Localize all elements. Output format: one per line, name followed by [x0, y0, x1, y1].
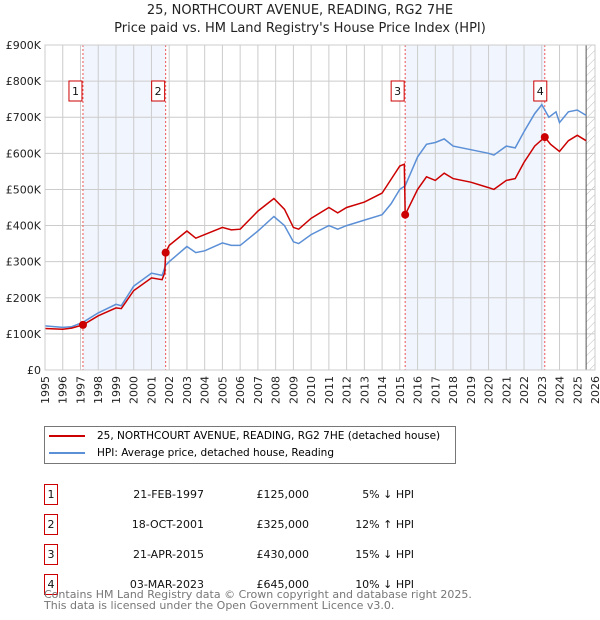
sale-point — [161, 248, 170, 257]
sale-number-badge: 2 — [44, 514, 58, 535]
x-tick-label: 2004 — [199, 376, 212, 404]
footer-line: This data is licensed under the Open Gov… — [44, 599, 395, 612]
sale-label-box — [533, 80, 548, 102]
sale-price: £125,000 — [256, 488, 310, 501]
sale-label-box — [68, 80, 83, 102]
footer-line: Contains HM Land Registry data © Crown c… — [44, 588, 472, 601]
x-tick-label: 2013 — [358, 376, 371, 404]
sale-price: £325,000 — [256, 518, 310, 531]
x-tick-label: 2014 — [376, 376, 389, 404]
x-tick-label: 2023 — [536, 376, 549, 404]
x-tick-label: 2009 — [287, 376, 300, 404]
plot-area: 1995 1996 1997 1998 1999 2000 2001 2002 2003 2004… — [6, 39, 600, 404]
sale-hpi-diff: 5% ↓ HPI — [362, 488, 414, 501]
x-tick-label: 2002 — [163, 376, 176, 404]
sale-label-box — [151, 80, 166, 102]
chart-title: 25, NORTHCOURT AVENUE, READING, RG2 7HE — [146, 3, 454, 18]
x-tick-label: 1998 — [92, 376, 105, 404]
y-tick-label: £400K — [6, 220, 42, 233]
sale-number-badge: 1 — [44, 484, 58, 505]
footer: Contains HM Land Registry data © Crown c… — [44, 589, 472, 611]
sale-label: 2 — [155, 85, 162, 98]
y-tick-label: £200K — [6, 292, 42, 305]
y-tick-label: £700K — [6, 111, 42, 124]
legend: 25, NORTHCOURT AVENUE, READING, RG2 7HE … — [44, 426, 456, 464]
sale-label: 3 — [394, 85, 401, 98]
sale-price: £430,000 — [256, 548, 310, 561]
series-line — [44, 103, 587, 329]
x-tick-label: 2003 — [181, 376, 194, 404]
x-tick-label: 2021 — [500, 376, 513, 404]
sale-label: 4 — [537, 85, 544, 98]
legend-label: HPI: Average price, detached house, Read… — [97, 447, 334, 459]
sale-price: £645,000 — [256, 578, 310, 591]
x-tick-label: 2022 — [518, 376, 531, 404]
shaded-range — [405, 45, 545, 370]
legend-item-hpi: HPI: Average price, detached house, Read… — [49, 445, 334, 461]
x-tick-label: 2019 — [465, 376, 478, 404]
legend-item-property: 25, NORTHCOURT AVENUE, READING, RG2 7HE … — [49, 428, 440, 444]
x-tick-label: 2024 — [554, 376, 567, 404]
x-tick-label: 2015 — [394, 376, 407, 404]
legend-label: 25, NORTHCOURT AVENUE, READING, RG2 7HE … — [97, 430, 441, 442]
x-tick-label: 2020 — [483, 376, 496, 404]
x-tick-label: 2017 — [429, 376, 442, 404]
legend-swatch-blue — [49, 452, 85, 454]
chart-subtitle: Price paid vs. HM Land Registry's House … — [114, 21, 486, 36]
plot-border — [44, 44, 596, 371]
x-tick-label: 2005 — [216, 376, 229, 404]
x-tick-label: 2025 — [571, 376, 584, 404]
x-tick-label: 1996 — [57, 376, 70, 404]
sale-date: 21-APR-2015 — [132, 548, 204, 561]
sale-point — [78, 320, 87, 329]
sale-hpi-diff: 12% ↑ HPI — [355, 518, 414, 531]
y-tick-label: £500K — [6, 183, 42, 196]
series-line — [44, 134, 587, 330]
x-tick-label: 1995 — [39, 376, 52, 404]
x-tick-label: 2026 — [589, 376, 600, 404]
y-tick-label: £900K — [6, 39, 42, 52]
y-tick-label: £800K — [6, 75, 42, 88]
y-tick-label: £300K — [6, 256, 42, 269]
sale-date: 21-FEB-1997 — [133, 488, 204, 501]
sale-date: 18-OCT-2001 — [131, 518, 204, 531]
y-tick-label: £0 — [27, 364, 41, 377]
sale-date: 03-MAR-2023 — [129, 578, 204, 591]
x-tick-label: 2011 — [323, 376, 336, 404]
x-tick-label: 2000 — [128, 376, 141, 404]
legend-swatch-red — [49, 435, 85, 437]
x-tick-label: 2008 — [270, 376, 283, 404]
sale-number-badge: 4 — [44, 574, 58, 595]
sale-hpi-diff: 15% ↓ HPI — [355, 548, 414, 561]
sale-number-badge: 3 — [44, 544, 58, 565]
x-tick-label: 2006 — [234, 376, 247, 404]
sale-point — [540, 133, 549, 142]
sale-point — [401, 210, 410, 219]
x-tick-label: 1997 — [74, 376, 87, 404]
y-tick-label: £100K — [6, 328, 42, 341]
y-tick-label: £600K — [6, 147, 42, 160]
x-tick-label: 2007 — [252, 376, 265, 404]
x-tick-label: 2012 — [341, 376, 354, 404]
sale-hpi-diff: 10% ↓ HPI — [355, 578, 414, 591]
x-tick-label: 2018 — [447, 376, 460, 404]
x-tick-label: 2001 — [145, 376, 158, 404]
future-hatch — [586, 45, 595, 370]
x-tick-label: 2016 — [412, 376, 425, 404]
sale-label: 1 — [72, 85, 79, 98]
x-tick-label: 2010 — [305, 376, 318, 404]
sale-label-box — [390, 80, 405, 102]
x-tick-label: 1999 — [110, 376, 123, 404]
